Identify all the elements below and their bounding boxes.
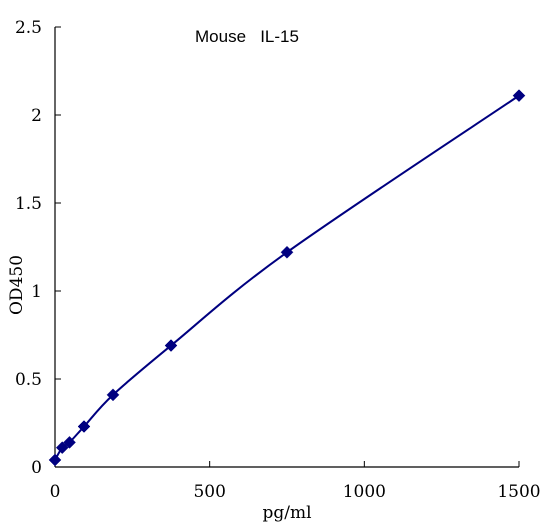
data-point: [280, 245, 294, 259]
chart-title: Mouse IL-15: [195, 27, 299, 46]
data-point: [164, 339, 178, 352]
data-point: [77, 420, 91, 433]
x-tick-label: 0: [50, 482, 61, 502]
y-tick-label: 1: [31, 282, 42, 302]
data-point: [512, 89, 526, 102]
data-point: [48, 453, 62, 467]
data-point: [55, 441, 69, 454]
data-point: [106, 388, 120, 402]
y-axis-title: OD450: [7, 255, 27, 315]
axes: [54, 27, 519, 468]
y-tick-label: 2: [31, 106, 42, 126]
series-line: [54, 94, 520, 461]
x-tick-label: 500: [193, 482, 225, 502]
y-tick-label: 0: [31, 458, 42, 478]
ticks: 0 0.5 1 1.5 2 2.5 0 500 1000 1500: [15, 18, 541, 502]
data-point: [63, 436, 76, 449]
plot-area: [48, 89, 526, 467]
y-tick-label: 2.5: [15, 18, 42, 38]
x-tick-label: 1500: [497, 482, 540, 502]
y-tick-label: 1.5: [15, 194, 42, 214]
x-tick-label: 1000: [343, 482, 386, 502]
y-tick-label: 0.5: [15, 370, 42, 390]
x-axis-title: pg/ml: [262, 503, 311, 523]
